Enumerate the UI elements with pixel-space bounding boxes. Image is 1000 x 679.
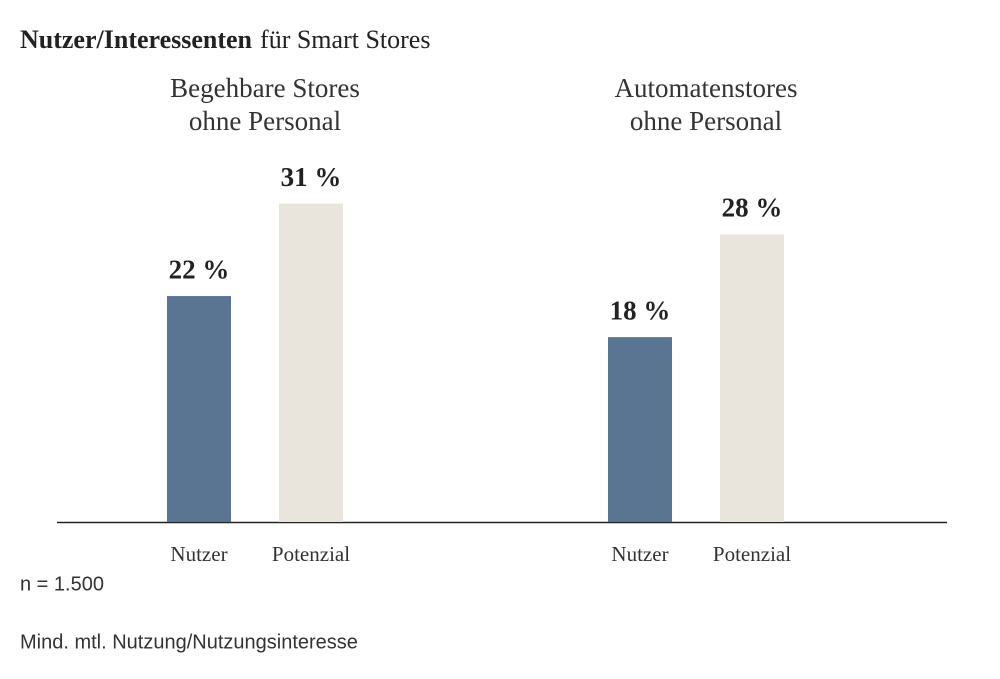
category-label: Nutzer [170, 542, 227, 566]
category-label: Nutzer [611, 542, 668, 566]
bar [279, 203, 343, 522]
value-label: 22 % [169, 254, 230, 284]
title-bold: Nutzer/Interessenten [20, 25, 253, 54]
group-title: ohne Personal [189, 106, 341, 136]
chart-title: Nutzer/Interessenten für Smart Stores [20, 25, 430, 54]
bar [608, 337, 672, 522]
note: Mind. mtl. Nutzung/Nutzungsinteresse [20, 631, 358, 653]
group-title: Automatenstores [615, 73, 798, 103]
bar [720, 234, 784, 522]
category-label: Potenzial [272, 542, 350, 566]
value-label: 31 % [281, 162, 342, 192]
note: n = 1.500 [20, 573, 104, 595]
value-label: 18 % [610, 295, 671, 325]
group-title: ohne Personal [630, 106, 782, 136]
value-label: 28 % [722, 193, 783, 223]
bar [167, 296, 231, 522]
title-rest: für Smart Stores [260, 25, 430, 54]
group-title: Begehbare Stores [170, 73, 360, 103]
category-label: Potenzial [713, 542, 791, 566]
